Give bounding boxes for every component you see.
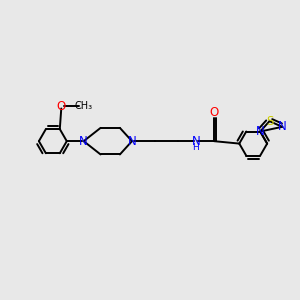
Text: N: N bbox=[79, 135, 88, 148]
Text: N: N bbox=[256, 125, 265, 138]
Text: CH₃: CH₃ bbox=[75, 101, 93, 111]
Text: H: H bbox=[193, 143, 199, 152]
Text: O: O bbox=[57, 100, 66, 113]
Text: N: N bbox=[192, 135, 200, 148]
Text: N: N bbox=[278, 120, 286, 133]
Text: N: N bbox=[128, 135, 136, 148]
Text: S: S bbox=[266, 115, 273, 128]
Text: O: O bbox=[209, 106, 219, 119]
